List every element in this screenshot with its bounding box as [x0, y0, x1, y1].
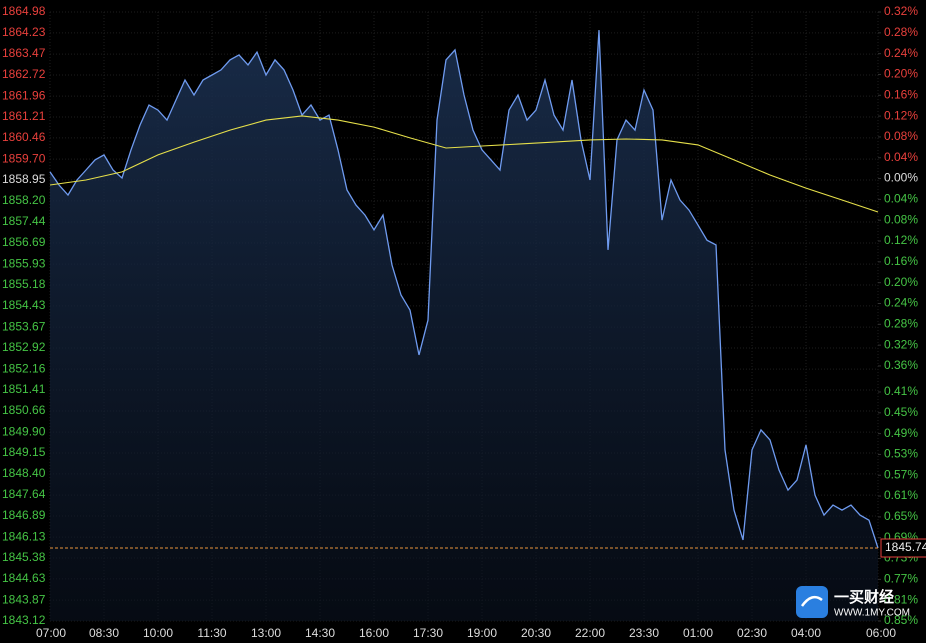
y-tick-label: 1852.16	[2, 361, 46, 375]
y2-tick-label: 0.32%	[884, 4, 918, 18]
y2-tick-label: 0.49%	[884, 426, 918, 440]
x-tick-label: 22:00	[575, 626, 605, 640]
y2-tick-label: 0.24%	[884, 46, 918, 60]
x-tick-label: 13:00	[251, 626, 281, 640]
y-tick-label: 1857.44	[2, 214, 46, 228]
plot	[49, 30, 879, 622]
axes: 1864.98 1864.23 1863.47 1862.72 1861.96 1861.…	[2, 4, 918, 640]
y-tick-label: 1858.20	[2, 193, 46, 207]
average-line	[49, 115, 879, 213]
x-tick-label: 08:30	[89, 626, 119, 640]
y-tick-label: 1862.72	[2, 67, 46, 81]
y-tick-label: 1849.90	[2, 424, 46, 438]
y-tick-label: 1843.12	[2, 613, 46, 627]
y-tick-label: 1852.92	[2, 340, 46, 354]
y2-tick-label: 0.08%	[884, 212, 918, 226]
x-tick-label: 14:30	[305, 626, 335, 640]
y2-tick-label: 0.20%	[884, 67, 918, 81]
y2-tick-label: 0.41%	[884, 384, 918, 398]
overlay: 1845.74	[50, 538, 926, 558]
x-tick-label: 04:00	[791, 626, 821, 640]
y-tick-label: 1860.46	[2, 130, 46, 144]
x-tick-label: 19:00	[467, 626, 497, 640]
watermark-name: 一买财经	[834, 588, 894, 606]
x-tick-label: 07:00	[36, 626, 66, 640]
y2-tick-label: 0.20%	[884, 275, 918, 289]
y-tick-label: 1858.95	[2, 172, 46, 186]
y-tick-label: 1856.69	[2, 235, 46, 249]
y2-tick-label: 0.85%	[884, 613, 918, 627]
y2-tick-label: 0.61%	[884, 488, 918, 502]
logo-icon	[796, 586, 828, 618]
y-tick-label: 1861.21	[2, 109, 46, 123]
y-tick-label: 1855.18	[2, 277, 46, 291]
y2-tick-label: 0.32%	[884, 337, 918, 351]
y2-tick-label: 0.28%	[884, 25, 918, 39]
price-line	[49, 30, 879, 549]
y2-tick-label: 0.00%	[884, 171, 918, 185]
y2-tick-label: 0.53%	[884, 447, 918, 461]
x-tick-label: 16:00	[359, 626, 389, 640]
y-tick-label: 1863.47	[2, 46, 46, 60]
y2-tick-label: 0.04%	[884, 150, 918, 164]
x-tick-label: 01:00	[683, 626, 713, 640]
y-tick-label: 1853.67	[2, 319, 46, 333]
y2-tick-label: 0.16%	[884, 254, 918, 268]
y2-tick-label: 0.28%	[884, 316, 918, 330]
y2-tick-label: 0.04%	[884, 192, 918, 206]
y-tick-label: 1849.15	[2, 445, 46, 459]
watermark: 一买财经 WWW.1MY.COM	[796, 586, 910, 619]
y-tick-label: 1855.93	[2, 256, 46, 270]
y-tick-label: 1846.13	[2, 529, 46, 543]
y-tick-label: 1845.38	[2, 550, 46, 564]
y2-tick-label: 0.77%	[884, 572, 918, 586]
y2-tick-label: 0.81%	[884, 592, 918, 606]
y-tick-label: 1859.70	[2, 151, 46, 165]
y2-tick-label: 0.24%	[884, 296, 918, 310]
price-area	[50, 30, 878, 622]
y-tick-label: 1850.66	[2, 403, 46, 417]
y2-tick-label: 0.65%	[884, 509, 918, 523]
y-tick-label: 1864.98	[2, 4, 46, 18]
x-tick-label: 11:30	[197, 626, 226, 640]
y2-tick-label: 0.16%	[884, 87, 918, 101]
x-tick-label: 02:30	[737, 626, 767, 640]
x-tick-label: 17:30	[413, 626, 443, 640]
last-price-box	[880, 538, 926, 558]
y2-tick-label: 0.36%	[884, 358, 918, 372]
y-tick-label: 1846.89	[2, 508, 46, 522]
y-tick-label: 1847.64	[2, 487, 46, 501]
y-tick-label: 1854.43	[2, 298, 46, 312]
y-tick-label: 1861.96	[2, 88, 46, 102]
x-tick-label: 20:30	[521, 626, 551, 640]
y-tick-label: 1844.63	[2, 571, 46, 585]
y2-tick-label: 0.12%	[884, 233, 918, 247]
y-tick-label: 1864.23	[2, 25, 46, 39]
x-tick-label: 06:00	[866, 626, 896, 640]
y2-tick-label: 0.08%	[884, 129, 918, 143]
y-tick-label: 1851.41	[2, 382, 46, 396]
watermark-url: WWW.1MY.COM	[834, 608, 910, 619]
y2-tick-label: 0.57%	[884, 467, 918, 481]
y2-tick-label: 0.12%	[884, 108, 918, 122]
y-tick-label: 1843.87	[2, 592, 46, 606]
y2-tick-label: 0.45%	[884, 405, 918, 419]
x-tick-label: 23:30	[629, 626, 659, 640]
x-tick-label: 10:00	[143, 626, 173, 640]
logo-mark	[800, 595, 823, 607]
last-price-label: 1845.74	[885, 540, 926, 554]
y-tick-label: 1848.40	[2, 466, 46, 480]
